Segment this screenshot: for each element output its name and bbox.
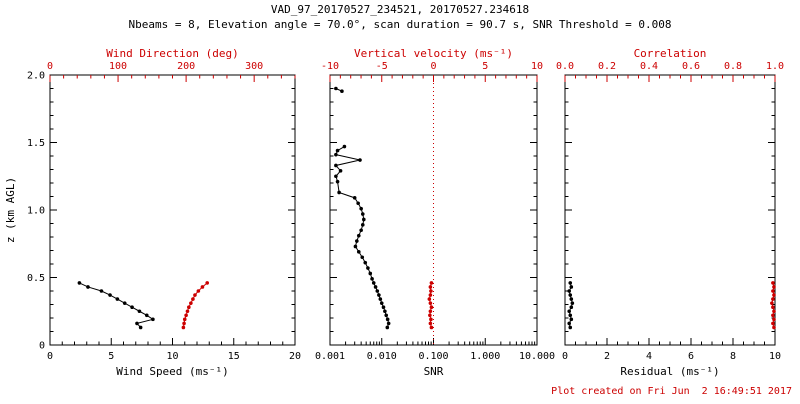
svg-text:0.0: 0.0 (556, 61, 574, 72)
svg-text:1.0: 1.0 (766, 61, 784, 72)
svg-text:0.4: 0.4 (640, 61, 658, 72)
residual-series (567, 281, 575, 330)
svg-text:1.0: 1.0 (27, 206, 45, 217)
svg-text:0: 0 (39, 341, 45, 352)
wind-direction-series (181, 281, 210, 330)
svg-text:Wind Direction (deg): Wind Direction (deg) (106, 47, 238, 60)
svg-text:15: 15 (228, 351, 240, 362)
svg-text:0: 0 (430, 61, 436, 72)
svg-text:5: 5 (482, 61, 488, 72)
wind-panel: 0 5 10 15 20 Wind Speed (ms⁻¹) 0 100 200 300 Wind … (4, 47, 301, 378)
svg-text:z (km AGL): z (km AGL) (4, 177, 17, 243)
plot-timestamp: Plot created on Fri Jun 2 16:49:51 2017 (551, 386, 792, 397)
svg-text:0.100: 0.100 (418, 351, 448, 362)
correlation-series (770, 281, 776, 330)
snr-series (334, 86, 391, 330)
plot-title: VAD_97_20170527_234521, 20170527.234618 (270, 3, 530, 16)
svg-text:10.000: 10.000 (519, 351, 555, 362)
svg-text:Wind Speed (ms⁻¹): Wind Speed (ms⁻¹) (116, 365, 229, 378)
svg-text:2.0: 2.0 (27, 71, 45, 82)
svg-text:0.001: 0.001 (315, 351, 345, 362)
svg-text:0.2: 0.2 (598, 61, 616, 72)
plot-subtitle: Nbeams = 8, Elevation angle = 70.0°, sca… (128, 18, 672, 31)
svg-text:-5: -5 (376, 61, 388, 72)
svg-text:4: 4 (646, 351, 652, 362)
svg-text:300: 300 (245, 61, 263, 72)
svg-text:0: 0 (47, 351, 53, 362)
vertical-velocity-series (427, 281, 434, 330)
svg-text:0: 0 (562, 351, 568, 362)
wind-speed-series (77, 281, 155, 330)
svg-text:Vertical velocity (ms⁻¹): Vertical velocity (ms⁻¹) (354, 47, 513, 60)
svg-text:-10: -10 (321, 61, 339, 72)
svg-text:Correlation: Correlation (634, 47, 707, 60)
svg-text:8: 8 (730, 351, 736, 362)
wind-panel-frame (49, 74, 296, 346)
svg-text:SNR: SNR (424, 365, 444, 378)
svg-text:200: 200 (177, 61, 195, 72)
svg-text:1.5: 1.5 (27, 138, 45, 149)
svg-text:Residual (ms⁻¹): Residual (ms⁻¹) (620, 365, 719, 378)
svg-text:100: 100 (109, 61, 127, 72)
svg-text:0.5: 0.5 (27, 273, 45, 284)
svg-text:20: 20 (289, 351, 301, 362)
svg-text:0.8: 0.8 (724, 61, 742, 72)
svg-text:10: 10 (769, 351, 781, 362)
svg-text:10: 10 (166, 351, 178, 362)
residual-panel: 0 2 4 6 8 10 Residual (ms⁻¹) 0.0 0.2 0.4 0.6 0.8 1.0… (556, 47, 784, 378)
snr-panel: 0.001 0.010 0.100 1.000 10.000 SNR -10 -5 0 5 10 Ve… (315, 47, 555, 378)
svg-text:10: 10 (531, 61, 543, 72)
svg-text:5: 5 (108, 351, 114, 362)
svg-text:1.000: 1.000 (470, 351, 500, 362)
svg-text:2: 2 (604, 351, 610, 362)
svg-text:0.010: 0.010 (367, 351, 397, 362)
svg-text:0: 0 (47, 61, 53, 72)
svg-text:6: 6 (688, 351, 694, 362)
residual-panel-frame (564, 74, 776, 346)
svg-text:0.6: 0.6 (682, 61, 700, 72)
